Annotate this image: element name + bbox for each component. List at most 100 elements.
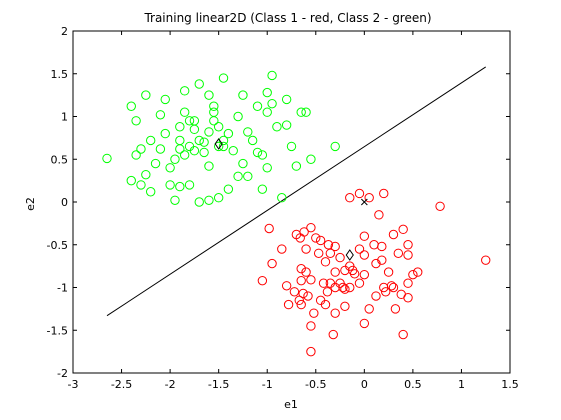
x-tick-label: 0.5	[404, 378, 422, 391]
class-1-point	[309, 308, 319, 318]
class-2-point	[145, 187, 156, 197]
class-2-point	[223, 184, 234, 194]
class-1-point	[294, 295, 304, 306]
plot-frame	[72, 30, 511, 374]
data-points	[102, 70, 491, 357]
class-1-point	[296, 299, 306, 310]
class-2-point	[189, 116, 200, 126]
class-1-point	[364, 193, 374, 203]
class-1-point	[295, 233, 305, 243]
class-2-point	[136, 144, 146, 154]
class-centroid-markers	[214, 137, 368, 261]
class-2-point	[281, 94, 292, 105]
class-2-point	[179, 86, 190, 96]
class-2-point	[213, 141, 224, 152]
class-2-point	[262, 87, 272, 98]
y-tick-label: 0	[61, 196, 68, 209]
class-1-point	[306, 346, 316, 357]
class-2-point	[257, 184, 268, 194]
class-1-point	[301, 267, 311, 277]
class-2-point	[243, 127, 253, 137]
y-axis-label: e2	[24, 197, 37, 211]
class-1-point	[330, 282, 340, 293]
class-2-point	[330, 141, 340, 152]
class-2-point	[262, 163, 272, 173]
class-1-point	[335, 252, 345, 263]
x-tick-label: -2.5	[111, 378, 132, 391]
class-2-point	[204, 127, 214, 137]
class-1-point	[354, 244, 365, 254]
class-1-point	[388, 282, 399, 293]
class-1-point	[340, 301, 350, 312]
class-1-point	[398, 224, 408, 235]
class-2-point	[218, 135, 229, 146]
x-tick-label: -1	[262, 378, 273, 391]
class-2-point	[155, 144, 166, 154]
class-2-point	[209, 107, 219, 117]
class-1-point	[306, 275, 316, 285]
class-1-point	[289, 287, 300, 297]
class-2-point	[194, 79, 204, 89]
class-2-point	[131, 150, 141, 160]
class-2-point	[194, 135, 204, 146]
class-2-point	[238, 158, 248, 169]
class-2-point	[160, 94, 170, 105]
class-2-point	[213, 193, 224, 203]
class-2-point	[252, 101, 263, 111]
class-1-point	[303, 291, 313, 301]
class-1-point	[330, 267, 340, 277]
class-2-point	[175, 135, 185, 146]
x-tick-label: -1.5	[208, 378, 229, 391]
class-2-point	[257, 150, 268, 160]
class-1-point	[364, 304, 374, 314]
class-1-point	[318, 278, 329, 288]
class-1-point	[320, 257, 331, 267]
class-1-point	[383, 267, 394, 277]
class-2-point	[189, 124, 200, 135]
x-tick-label: 1.5	[501, 378, 519, 391]
class-2-point	[175, 181, 185, 192]
class-1-point	[313, 248, 324, 259]
class-1-point	[403, 293, 413, 303]
class-1-point	[413, 267, 423, 277]
class-2-point	[296, 107, 306, 117]
class-2-point	[218, 73, 229, 83]
x-tick-label: -0.5	[305, 378, 326, 391]
class-1-point	[374, 210, 384, 220]
y-tick-label: -2	[57, 367, 68, 380]
class-2-point	[272, 122, 282, 132]
origin-cross-marker	[360, 198, 368, 206]
class-1-point	[371, 291, 381, 301]
class-2-point	[213, 122, 224, 132]
class-2-point	[179, 107, 190, 117]
class-2-point	[233, 171, 243, 182]
class-1-point	[323, 240, 334, 250]
class-2-point	[277, 193, 287, 203]
class-1-point	[306, 321, 316, 331]
class-1-point	[301, 244, 311, 254]
class-2-point	[209, 116, 219, 126]
class-1-point	[306, 222, 316, 233]
y-tick-label: 1	[61, 111, 68, 124]
class-1-point	[371, 258, 381, 269]
class-2-point	[218, 141, 229, 152]
class-1-point	[393, 248, 404, 259]
class-1-point	[345, 282, 355, 293]
class-1-point	[380, 287, 391, 297]
class-2-point	[262, 107, 272, 117]
class-1-point	[403, 278, 413, 288]
chart-title: Training linear2D (Class 1 - red, Class …	[143, 11, 431, 25]
class-2-point	[184, 116, 195, 126]
class-2-point	[204, 161, 214, 171]
class-1-point	[277, 244, 287, 254]
class-1-point	[408, 269, 418, 280]
class-2-point	[291, 161, 302, 171]
class-1-point	[403, 240, 413, 250]
class-2-point	[204, 90, 214, 100]
y-tick-label: 0.5	[51, 153, 69, 166]
class-1-point	[264, 223, 274, 234]
class-2-point	[228, 146, 238, 156]
class-1-point	[359, 269, 370, 280]
class-1-point	[330, 308, 340, 318]
class-1-point	[398, 329, 408, 340]
